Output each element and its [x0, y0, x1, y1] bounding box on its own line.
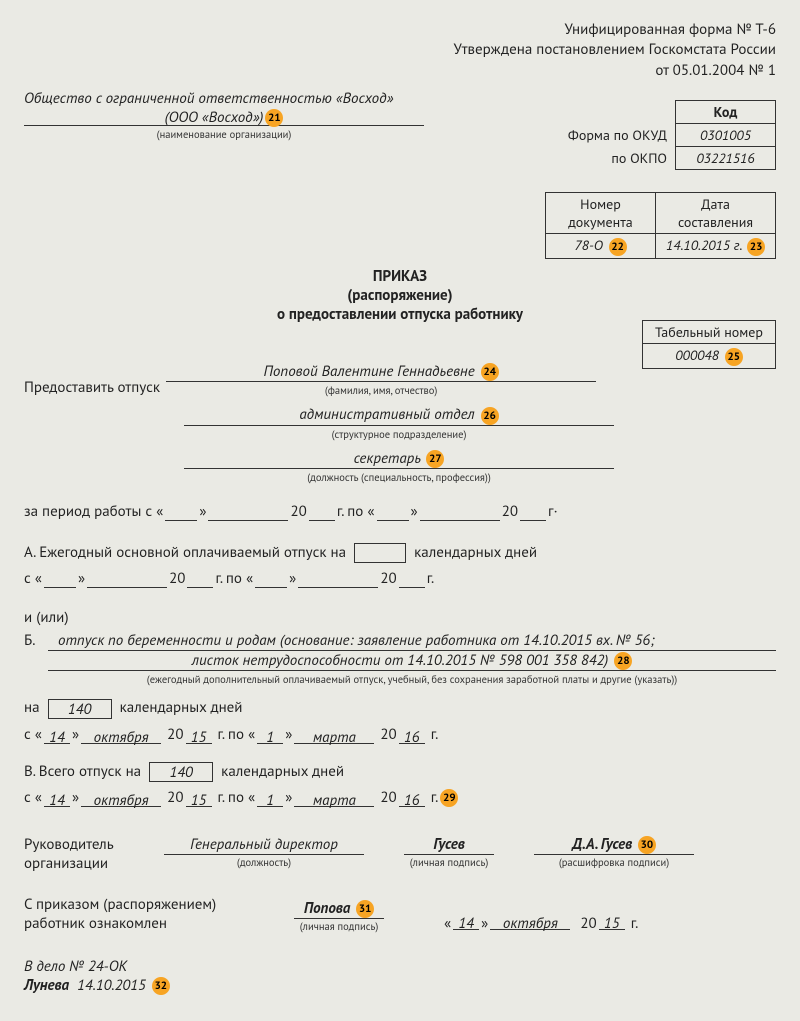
okud-label: Форма по ОКУД [558, 124, 676, 147]
section-b-caption: (ежегодный дополнительный оплачиваемый о… [48, 672, 776, 686]
manager-position: Генеральный директор [164, 835, 364, 855]
section-b-days-value: 140 [48, 699, 112, 719]
ack-label2: работник ознакомлен [24, 914, 254, 933]
section-v-dates: с «14»октября 2015 г. по «1»марта 2016 г… [24, 788, 776, 807]
okud-value: 0301005 [676, 124, 776, 147]
footer: В дело № 24-ОК Лунева 14.10.2015 32 [24, 957, 776, 995]
badge-21: 21 [265, 109, 283, 127]
header-line3: от 05.01.2004 № 1 [24, 61, 776, 81]
period-row: за период работы с «» 20 г. по «» 20 г· [24, 502, 776, 521]
footer-file: В дело № 24-ОК [24, 957, 776, 976]
section-v-days-value: 140 [149, 762, 213, 782]
ack-row: С приказом (распоряжением) работник озна… [24, 895, 776, 933]
title-block: ПРИКАЗ (распоряжение) о предоставлении о… [24, 267, 776, 324]
manager-label1: Руководитель [24, 835, 154, 854]
footer-date: 14.10.2015 [77, 976, 146, 995]
document-page: Унифицированная форма № Т-6 Утверждена п… [0, 0, 800, 1021]
fio-value: Поповой Валентине Геннадьевне 24 [166, 362, 596, 382]
dept-value: административный отдел 26 [184, 405, 614, 425]
badge-29: 29 [440, 789, 458, 807]
manager-sign: Гусев [404, 835, 494, 855]
manager-signature-row: Руководитель организации Генеральный дир… [24, 835, 776, 873]
badge-25: 25 [725, 348, 743, 366]
manager-sign-caption: (личная подпись) [384, 855, 514, 869]
period-label: за период работы с [24, 502, 152, 521]
tabnum-value: 000048 25 [643, 344, 776, 369]
badge-22: 22 [609, 238, 627, 256]
code-header: Код [676, 101, 776, 124]
fio-caption: (фамилия, имя, отчество) [166, 383, 596, 397]
badge-26: 26 [481, 407, 499, 425]
tabnum-table: Табельный номер 000048 25 [642, 320, 776, 369]
ack-sign-caption: (личная подпись) [264, 919, 414, 933]
section-a: А. Ежегодный основной оплачиваемый отпус… [24, 543, 776, 563]
badge-31: 31 [356, 900, 374, 918]
title-1: ПРИКАЗ [24, 267, 776, 286]
ack-date: «14»октября 2015 г. [444, 914, 638, 933]
docdate-value: 14.10.2015 г. 23 [656, 234, 776, 259]
badge-24: 24 [481, 363, 499, 381]
docnum-table: Номер документаДата составления 78-О 22 … [545, 192, 776, 259]
pos-value: секретарь 27 [184, 449, 614, 469]
section-b-line1: отпуск по беременности и родам (основани… [48, 631, 776, 651]
badge-27: 27 [426, 450, 444, 468]
manager-name-caption: (расшифровка подписи) [534, 855, 694, 869]
okpo-value: 03221516 [676, 147, 776, 170]
footer-sign-line: Лунева 14.10.2015 32 [24, 976, 776, 995]
header-line2: Утверждена постановлением Госкомстата Ро… [24, 40, 776, 60]
title-2: (распоряжение) [24, 286, 776, 305]
manager-name: Д.А. Гусев 30 [534, 835, 694, 855]
section-b-label: Б. [24, 631, 48, 650]
form-header: Унифицированная форма № Т-6 Утверждена п… [24, 20, 776, 81]
section-b-line2: листок нетрудоспособности от 14.10.2015 … [48, 651, 776, 671]
manager-label2: организации [24, 854, 154, 873]
manager-pos-caption: (должность) [164, 855, 364, 869]
pos-row: секретарь 27 (должность (специальность, … [184, 449, 614, 484]
badge-28: 28 [614, 652, 632, 670]
pos-caption: (должность (специальность, профессия)) [184, 470, 614, 484]
section-a-dates: с «» 20 г. по «» 20 г. [24, 569, 776, 588]
grant-label: Предоставить отпуск [24, 378, 160, 397]
docnum-col1: Номер документа [546, 193, 656, 234]
header-line1: Унифицированная форма № Т-6 [24, 20, 776, 40]
ack-sign: Попова 31 [294, 899, 384, 919]
badge-32: 32 [152, 977, 170, 995]
docnum-col2: Дата составления [656, 193, 776, 234]
dept-row: административный отдел 26 (структурное п… [184, 405, 614, 440]
badge-23: 23 [747, 238, 765, 256]
section-b-dates: с «14»октября 2015 г. по «1»марта 2016 г… [24, 725, 776, 744]
ack-label1: С приказом (распоряжением) [24, 895, 254, 914]
tabnum-header: Табельный номер [643, 321, 776, 344]
okpo-label: по ОКПО [558, 147, 676, 170]
section-a-days [354, 543, 406, 563]
section-b-days: на 140 календарных дней [24, 698, 776, 718]
org-caption: (наименование организации) [24, 127, 424, 141]
section-b: Б. отпуск по беременности и родам (основ… [24, 631, 776, 686]
codes-table: Код Форма по ОКУД0301005 по ОКПО03221516 [558, 100, 776, 170]
footer-name: Лунева [24, 976, 69, 995]
section-v: В. Всего отпуск на 140 календарных дней [24, 762, 776, 782]
badge-30: 30 [638, 836, 656, 854]
docnum-value: 78-О 22 [546, 234, 656, 259]
and-or: и (или) [24, 608, 776, 627]
dept-caption: (структурное подразделение) [184, 427, 614, 441]
